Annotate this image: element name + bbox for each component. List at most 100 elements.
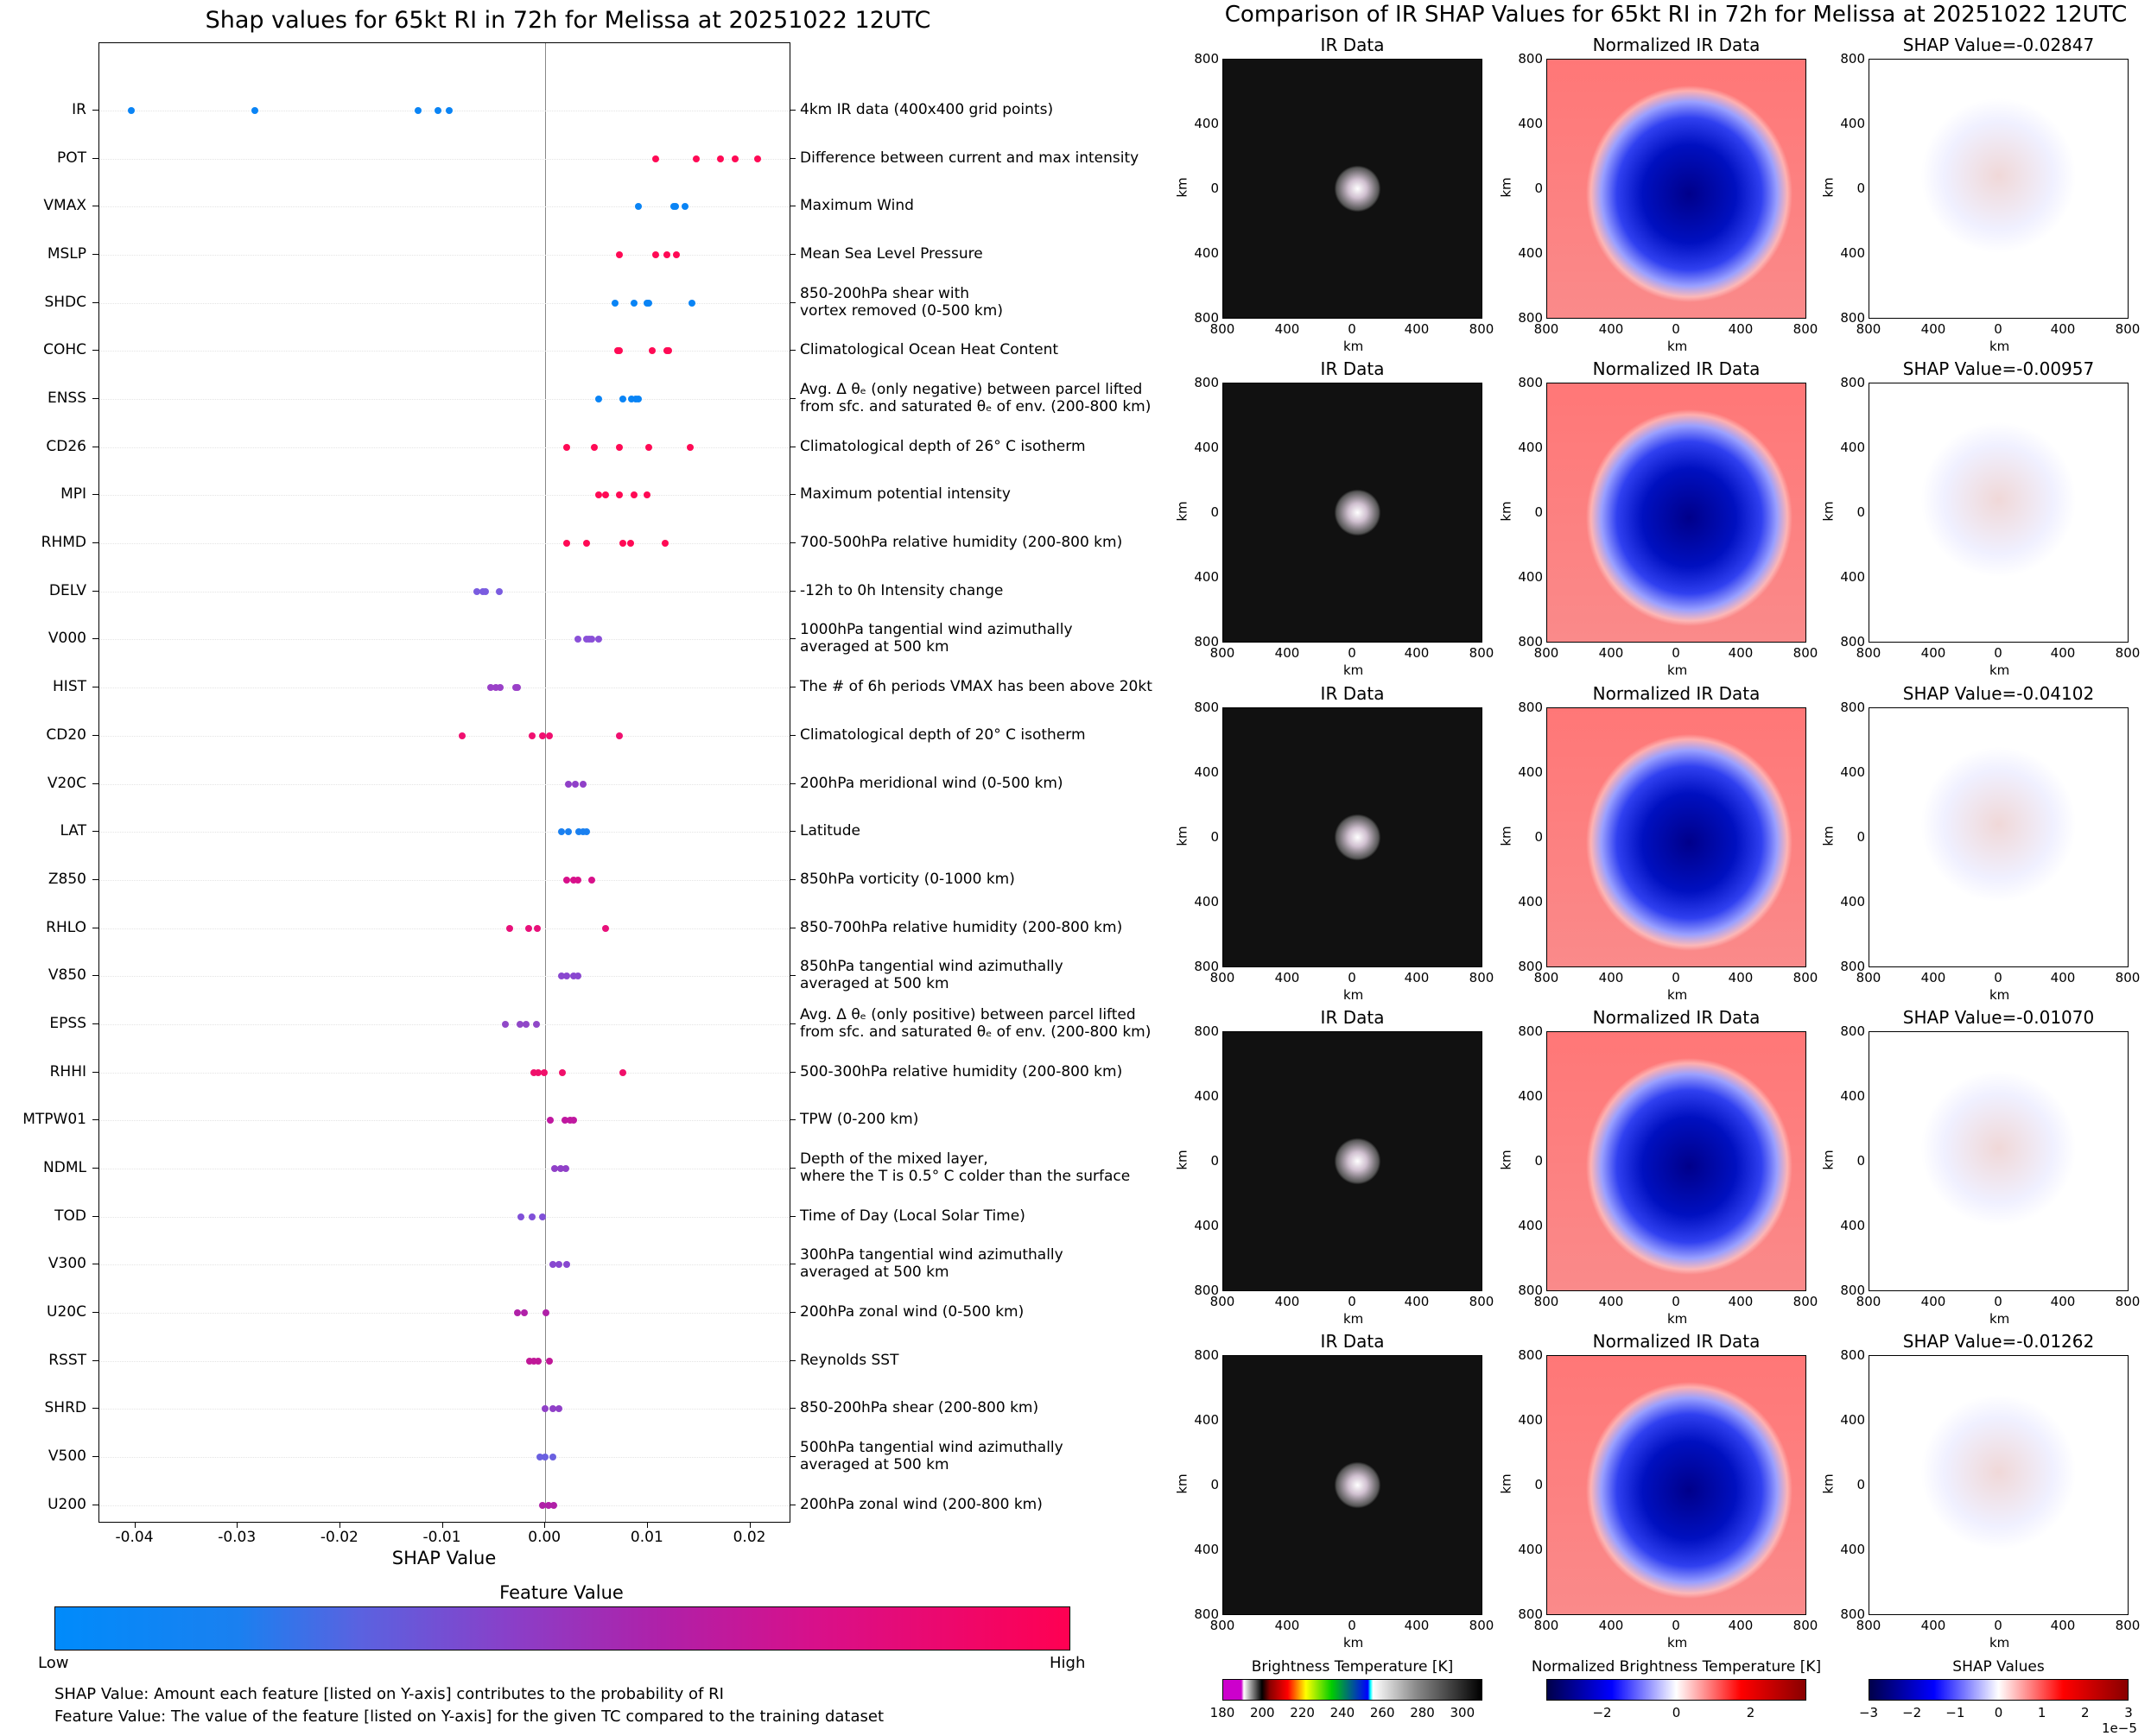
y-tick-label: 800	[1518, 1023, 1543, 1039]
y-tick-label: 400	[1840, 440, 1865, 455]
shap-point	[545, 1357, 553, 1365]
row-gridline	[99, 495, 790, 497]
row-gridline	[99, 543, 790, 545]
y-tick-mark	[92, 1215, 98, 1217]
x-axis-label: km	[1343, 339, 1364, 354]
shap-point	[459, 732, 466, 739]
y-axis-label: km	[1820, 177, 1837, 198]
row-gridline	[99, 783, 790, 785]
feature-description: Climatological depth of 20° C isotherm	[800, 725, 1086, 744]
shap-point	[127, 107, 135, 114]
panel-title: IR Data	[1320, 358, 1385, 379]
shap-point	[673, 251, 681, 259]
x-axis-label: km	[1667, 987, 1688, 1003]
x-axis-label: km	[1343, 1635, 1364, 1650]
shap-point	[534, 1357, 542, 1365]
y-tick-label: 400	[1194, 1542, 1219, 1557]
y-tick-label: 800	[1840, 375, 1865, 390]
row-gridline	[99, 1023, 790, 1025]
feature-description: 4km IR data (400x400 grid points)	[800, 101, 1054, 118]
y-tick-mark	[92, 1456, 98, 1458]
y-tick-label: 400	[1194, 1088, 1219, 1104]
y2-tick-mark	[790, 782, 796, 784]
shap-panel-title: SHAP Value=-0.02847	[1902, 35, 2095, 55]
x-axis-label: km	[1989, 1311, 2010, 1327]
shap-point	[686, 443, 694, 451]
y-tick-mark	[92, 1167, 98, 1169]
x-axis-label: km	[1343, 987, 1364, 1003]
x-tick-label: 400	[1274, 321, 1300, 337]
y-tick-mark	[92, 782, 98, 784]
shap-point	[541, 1068, 548, 1076]
shap-point	[415, 107, 422, 114]
colorbar-tick-label: 3	[2124, 1705, 2133, 1720]
shap-point	[542, 1454, 549, 1461]
feature-description: 850hPa tangential wind azimuthally avera…	[800, 958, 1063, 993]
colorbar-tick-label: 2	[2081, 1705, 2090, 1720]
feature-name: V20C	[47, 774, 86, 792]
y-axis-label: km	[1820, 1150, 1837, 1170]
x-tick-label: 800	[1533, 321, 1559, 337]
y-tick-mark	[92, 975, 98, 977]
feature-name: LAT	[60, 822, 86, 840]
feature-description: 850-700hPa relative humidity (200-800 km…	[800, 918, 1123, 936]
shap-panel-title: SHAP Value=-0.00957	[1902, 358, 2095, 379]
y-axis-label: km	[1820, 501, 1837, 522]
feature-name: U200	[48, 1495, 86, 1513]
shap-point	[648, 347, 656, 355]
y-tick-label: 800	[1840, 1347, 1865, 1363]
x-tick-label: 400	[1728, 970, 1754, 985]
normalized-ir-image	[1546, 383, 1806, 643]
colorbar-tick-label: 260	[1369, 1705, 1395, 1720]
row-gridline	[99, 1457, 790, 1459]
y-tick-label: 400	[1840, 1412, 1865, 1428]
y-axis-label: km	[1174, 1150, 1190, 1170]
shap-point	[530, 1357, 538, 1365]
row-gridline	[99, 1072, 790, 1074]
shap-point	[559, 1068, 567, 1076]
shap-point	[549, 1501, 557, 1509]
x-axis-label: SHAP Value	[391, 1548, 497, 1568]
shap-point	[731, 155, 739, 162]
shap-point	[570, 1117, 578, 1125]
feature-description: 850hPa vorticity (0-1000 km)	[800, 870, 1015, 888]
shap-point	[753, 155, 761, 162]
shap-point	[631, 491, 638, 499]
ir-image	[1222, 59, 1482, 319]
left-chart-title: Shap values for 65kt RI in 72h for Melis…	[205, 7, 931, 34]
feature-name: NDML	[43, 1158, 86, 1176]
x-tick-label: 0	[1348, 321, 1356, 337]
colorbar-tick-label: 2	[1746, 1705, 1755, 1720]
feature-name: MSLP	[47, 245, 86, 263]
shap-point	[514, 684, 522, 692]
shap-point	[574, 636, 582, 643]
shap-point	[492, 684, 500, 692]
shap-point	[574, 973, 582, 980]
y-tick-label: 0	[1856, 181, 1865, 196]
feature-description: 500-300hPa relative humidity (200-800 km…	[800, 1062, 1123, 1080]
feature-description: 500hPa tangential wind azimuthally avera…	[800, 1439, 1063, 1474]
feature-description: Difference between current and max inten…	[800, 149, 1139, 167]
feature-description: 850-200hPa shear with vortex removed (0-…	[800, 284, 1003, 320]
shap-point	[582, 540, 590, 548]
colorbar	[1546, 1679, 1806, 1701]
panel-title: Normalized IR Data	[1592, 358, 1761, 379]
y-tick-label: 0	[1210, 181, 1219, 196]
shap-point	[717, 155, 725, 162]
shap-point	[615, 443, 623, 451]
shap-point	[663, 251, 671, 259]
colorbar-title: Feature Value	[499, 1582, 624, 1603]
x-tick-label: 800	[2115, 970, 2141, 985]
y2-tick-mark	[790, 542, 796, 544]
shap-point	[626, 540, 634, 548]
y2-tick-mark	[790, 1312, 796, 1313]
y-tick-mark	[92, 1071, 98, 1073]
shap-point	[645, 443, 653, 451]
x-tick-label: 400	[1920, 321, 1946, 337]
x-tick-mark	[237, 1522, 238, 1528]
colorbar-tick-label: 300	[1450, 1705, 1475, 1720]
x-tick-label: 0	[1348, 645, 1356, 661]
feature-description: 200hPa zonal wind (200-800 km)	[800, 1495, 1043, 1513]
ir-image	[1222, 707, 1482, 967]
x-tick-mark	[749, 1522, 751, 1528]
